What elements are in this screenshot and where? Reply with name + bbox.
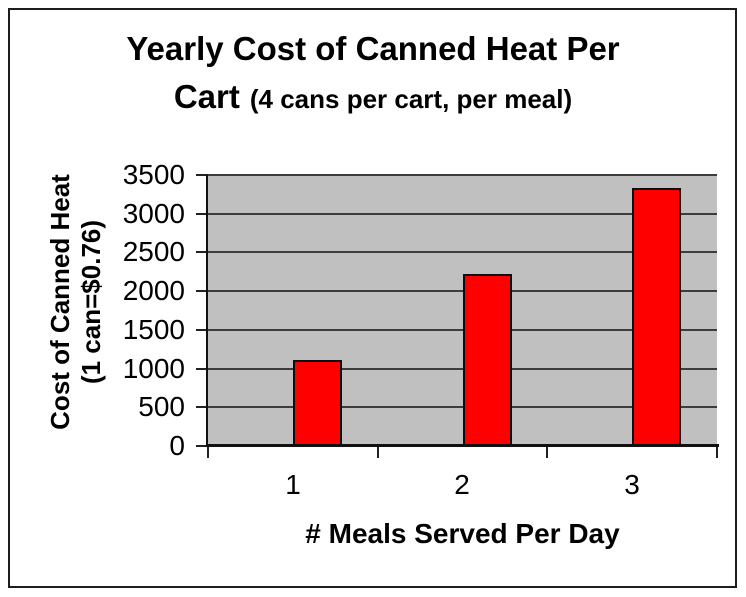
y-tick-label-2500: 2500	[122, 236, 185, 267]
x-tick-mark-3	[716, 446, 718, 458]
x-axis-title: # Meals Served Per Day	[305, 518, 620, 549]
y-tick-mark-0	[196, 445, 208, 447]
chart-title-line2: Cart (4 cans per cart, per meal)	[0, 76, 746, 124]
gridline-1000	[208, 368, 717, 370]
chart-title-text2: Cart	[173, 78, 240, 115]
y-tick-label-2000: 2000	[122, 275, 185, 306]
gridline-1500	[208, 329, 717, 331]
y-tick-label-1000: 1000	[122, 353, 185, 384]
bar-meals-2	[463, 274, 512, 446]
y-tick-label-500: 500	[138, 391, 185, 422]
y-tick-label-3000: 3000	[122, 198, 185, 229]
y-tick-mark-1500	[196, 329, 208, 331]
x-tick-mark-1	[377, 446, 379, 458]
y-tick-label-3500: 3500	[122, 159, 185, 190]
y-tick-mark-3000	[196, 213, 208, 215]
plot-area	[196, 174, 718, 458]
y-tick-label-1500: 1500	[122, 314, 185, 345]
gridline-3500	[208, 174, 717, 176]
gridline-500	[208, 406, 717, 408]
gridline-2000	[208, 290, 717, 292]
x-axis-line	[206, 444, 719, 447]
bar-meals-1	[293, 360, 342, 446]
x-tick-mark-0	[207, 446, 209, 458]
gridline-3000	[208, 213, 717, 215]
x-tick-label-1: 1	[285, 469, 301, 500]
y-tick-mark-2500	[196, 251, 208, 253]
y-tick-mark-3500	[196, 174, 208, 176]
chart-title: Yearly Cost of Canned Heat Per Cart (4 ca…	[0, 28, 746, 124]
y-axis-line	[206, 175, 208, 447]
y-tick-mark-1000	[196, 368, 208, 370]
x-tick-label-3: 3	[624, 469, 640, 500]
gridline-2500	[208, 251, 717, 253]
chart-subtitle: (4 cans per cart, per meal)	[249, 84, 573, 114]
bar-meals-3	[632, 188, 681, 446]
y-axis-title-line1: Cost of Canned Heat	[45, 174, 75, 430]
y-tick-mark-500	[196, 406, 208, 408]
chart-title-text: Yearly Cost of Canned Heat Per	[126, 30, 620, 67]
x-tick-mark-2	[546, 446, 548, 458]
chart-title-line1: Yearly Cost of Canned Heat Per	[0, 28, 746, 76]
x-tick-label-2: 2	[454, 469, 470, 500]
y-tick-label-0: 0	[169, 430, 185, 461]
y-tick-mark-2000	[196, 290, 208, 292]
